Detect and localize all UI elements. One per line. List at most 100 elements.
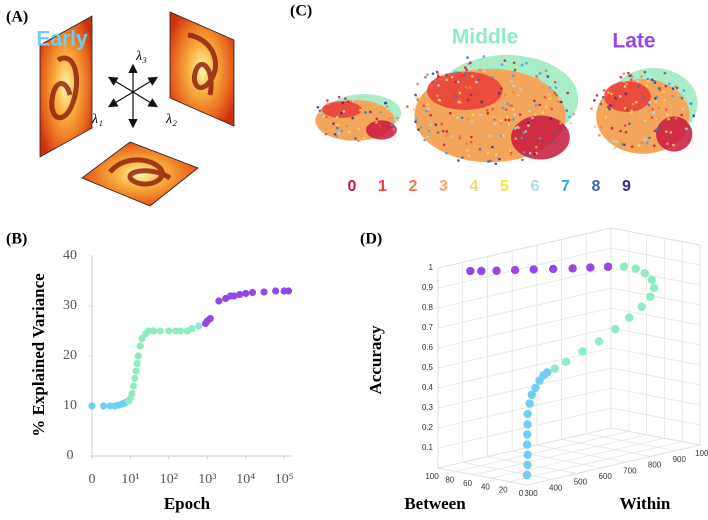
cloud-dot [595, 94, 599, 97]
x-tick-label: 600 [598, 472, 612, 481]
cloud-dot [511, 90, 515, 94]
cloud-dot [503, 59, 507, 62]
cloud-dot [638, 109, 642, 113]
x-tick-label: 0 [89, 472, 96, 487]
x-tick-label: 10⁴ [236, 472, 255, 487]
y-tick-label: 60 [463, 479, 472, 488]
cloud-dot [510, 104, 513, 108]
cloud-dot [550, 107, 554, 111]
z-tick-label: 0.7 [422, 323, 434, 332]
y-tick-label: 10 [63, 398, 77, 413]
point [523, 420, 532, 429]
cloud-dot [522, 131, 525, 135]
panel-label: (D) [360, 231, 382, 248]
digit-legend: 2 [409, 178, 418, 195]
cloud-dot [427, 129, 431, 133]
cloud-dot [553, 91, 556, 95]
cloud-dot [429, 123, 432, 126]
digit-legend: 9 [622, 178, 631, 195]
y-tick-label: 20 [63, 348, 77, 363]
y-axis-title: Between [404, 494, 466, 513]
cloud-dot [650, 116, 654, 119]
cloud-dot [419, 125, 423, 129]
cloud-dot [515, 66, 518, 70]
cloud-dot [590, 107, 593, 110]
cloud-dot [535, 74, 538, 78]
heatmap-right [169, 11, 235, 127]
cloud-dot [505, 115, 509, 119]
cloud-dot [625, 82, 628, 86]
cloud-dot [362, 136, 366, 140]
x-axis-title: Epoch [164, 494, 211, 513]
cloud-dot [500, 87, 503, 90]
point [195, 322, 203, 330]
cloud-dot [593, 125, 597, 129]
point [230, 292, 238, 300]
heatmap-pattern [108, 157, 172, 187]
cloud-dot [527, 124, 530, 127]
cloud-dot [426, 107, 430, 111]
point [522, 440, 532, 449]
cloud-dot [454, 71, 458, 74]
cloud-dot [473, 62, 476, 65]
cloud-dot [671, 94, 674, 98]
point [527, 390, 536, 399]
cloud-dot [614, 96, 617, 100]
cloud-dot [660, 69, 663, 73]
x-tick-label: 500 [574, 478, 588, 487]
cloud-dot [461, 156, 464, 159]
cloud-dot [475, 80, 478, 84]
cloud-dot [510, 66, 513, 69]
grid-line [437, 228, 612, 469]
cloud-dot [424, 75, 427, 79]
cloud-dot [600, 125, 603, 129]
cloud-dot [536, 77, 539, 81]
cloud-dot [474, 93, 478, 97]
cloud-dot [623, 106, 627, 110]
cloud-dot [636, 79, 639, 83]
cloud-dot [441, 129, 445, 133]
cloud-dot [332, 122, 335, 125]
point [88, 402, 96, 410]
point [586, 263, 595, 272]
cloud-dot [685, 127, 688, 131]
cloud-dot [482, 87, 486, 91]
y-tick-label: 100 [425, 472, 439, 481]
cloud-dot [341, 101, 345, 105]
point [136, 342, 144, 350]
cloud-dot [675, 86, 679, 90]
cloud-dot [638, 144, 641, 147]
z-tick-label: 0.4 [422, 383, 434, 392]
cloud-dot [386, 107, 389, 111]
cloud-dot [478, 147, 482, 151]
panel-label: (B) [6, 231, 27, 248]
digit-legend: 6 [531, 178, 540, 195]
cloud-dot [689, 102, 693, 105]
z-tick-label: 0.5 [422, 363, 434, 372]
cloud-dot [440, 122, 443, 126]
cloud-dot [663, 98, 666, 102]
cloud-dot [624, 92, 628, 96]
cloud-dot [565, 115, 569, 119]
cloud-dot [557, 100, 560, 103]
cloud-dot [414, 120, 417, 124]
cloud-dot [631, 102, 635, 106]
cloud-dot [510, 79, 513, 83]
cloud-dot [615, 140, 618, 144]
cloud-dot [528, 109, 531, 113]
cloud-dot [643, 70, 647, 74]
cloud-dot [460, 116, 464, 120]
cloud-dot [388, 116, 391, 120]
cloud-dot [604, 116, 608, 119]
cloud-dot [318, 111, 322, 115]
cloud-dot [519, 154, 523, 158]
cloud-dot [457, 159, 460, 162]
cloud-dot [680, 91, 683, 95]
cloud-dot [503, 93, 507, 96]
point [129, 382, 138, 390]
cloud-dot [348, 130, 351, 134]
cloud-dot [548, 97, 552, 100]
cloud-dot [456, 116, 459, 119]
